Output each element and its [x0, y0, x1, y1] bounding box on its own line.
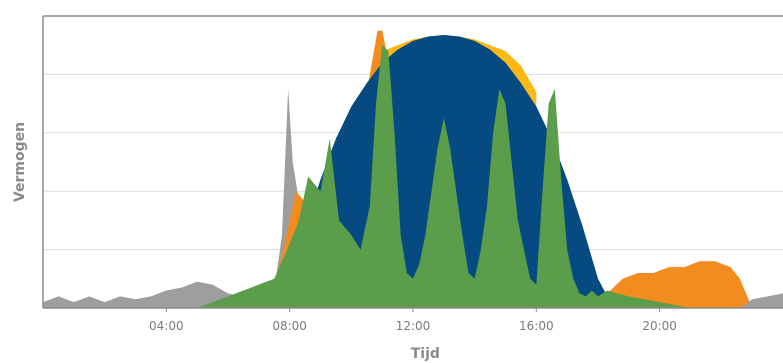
x-tick-label-1: 08:00	[272, 319, 307, 333]
x-axis-label: Tijd	[411, 346, 440, 362]
x-tick-label-3: 16:00	[519, 319, 554, 333]
area-series-6	[739, 293, 783, 308]
area-series	[43, 30, 783, 308]
x-tick-label-0: 04:00	[149, 319, 184, 333]
x-tick-label-4: 20:00	[642, 319, 677, 333]
y-axis-label: Vermogen	[12, 122, 28, 202]
area-series-5	[197, 45, 691, 308]
area-series-2	[598, 261, 753, 308]
x-tick-label-2: 12:00	[396, 319, 431, 333]
x-tick-labels: 04:00 08:00 12:00 16:00 20:00	[149, 308, 677, 333]
